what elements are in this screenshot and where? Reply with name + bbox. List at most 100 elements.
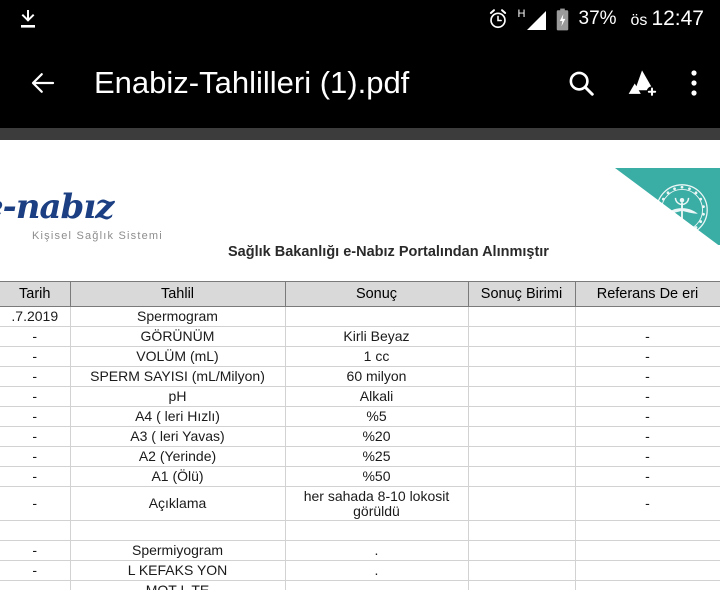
cell-referans [574, 520, 720, 541]
table-row: -L KEFAKS YON. [0, 560, 720, 581]
network-type-label: H [517, 8, 526, 20]
cell-sonuc: %50 [284, 466, 469, 487]
cell-referans [574, 540, 720, 561]
cell-tarih: - [0, 386, 71, 407]
table-row: - A2 (Yerinde) %25- [0, 446, 720, 467]
portal-source-note: Sağlık Bakanlığı e-Nabız Portalından Alı… [228, 244, 549, 260]
table-row: - MOT L TE. - [0, 580, 720, 590]
status-bar-clock: ös 12:47 [631, 7, 704, 31]
cell-sonuc-birimi [467, 386, 576, 407]
cell-sonuc-birimi [467, 426, 576, 447]
cell-sonuc: . [284, 560, 469, 581]
am-pm-label: ös [630, 12, 648, 29]
cell-referans: - [574, 406, 720, 427]
cell-referans: - [574, 366, 720, 387]
cell-sonuc: her sahada 8-10 lokosit görüldü [284, 486, 469, 521]
table-row: - A1 (Ölü) %50- [0, 466, 720, 487]
cell-tarih: - [0, 446, 71, 467]
table-row: - VOLÜM (mL) 1 cc - [0, 346, 720, 367]
table-row: .7.2019 Spermogram [0, 306, 720, 327]
search-icon [569, 71, 594, 96]
table-row: - A4 ( leri Hızlı) %5- [0, 406, 720, 427]
cell-tarih: - [0, 426, 71, 447]
cell-sonuc-birimi [467, 406, 576, 427]
cell-sonuc: Alkali [284, 386, 469, 407]
overflow-menu-button[interactable] [690, 68, 698, 98]
android-status-bar: H 37% ös 12:47 [0, 0, 720, 38]
table-row: - A3 ( leri Yavas) %20- [0, 426, 720, 447]
ministry-banner [590, 140, 720, 245]
cell-referans: - [574, 386, 720, 407]
column-header-referans: Referans De eri [575, 281, 720, 307]
cell-referans: - [574, 580, 720, 590]
clock-time: 12:47 [651, 7, 704, 30]
cell-sonuc-birimi [467, 306, 576, 327]
column-header-sonuc-birimi: Sonuç Birimi [468, 281, 576, 307]
add-to-drive-button[interactable] [626, 68, 660, 98]
alarm-clock-icon [489, 9, 506, 29]
cell-sonuc-birimi [467, 540, 576, 561]
cell-tarih: - [0, 486, 71, 521]
battery-charging-icon [556, 8, 568, 30]
cell-sonuc-birimi [467, 346, 576, 367]
back-arrow-icon[interactable] [28, 68, 58, 98]
add-to-drive-icon [628, 70, 658, 98]
table-header-row: Tarih Tahlil Sonuç Sonuç Birimi Referans… [0, 281, 720, 307]
cell-sonuc-birimi [467, 466, 576, 487]
cell-tahlil: SPERM SAYISI (mL/Milyon) [69, 366, 286, 387]
cell-tarih: .7.2019 [0, 306, 71, 327]
overflow-menu-icon [691, 70, 697, 96]
cell-sonuc [284, 520, 469, 541]
cell-referans: - [574, 486, 720, 521]
logo-text: e-nabız [0, 187, 114, 227]
page-title: Enabiz-Tahlilleri (1).pdf [94, 65, 410, 100]
cell-tahlil [69, 520, 286, 541]
cell-tahlil: MOT L TE [69, 580, 286, 590]
cell-tarih: - [0, 406, 71, 427]
cell-sonuc-birimi [467, 486, 576, 521]
cell-tarih [0, 520, 71, 541]
cell-tarih: - [0, 366, 71, 387]
table-row: - SPERM SAYISI (mL/Milyon) 60 milyon - [0, 366, 720, 387]
lab-results-table: Tarih Tahlil Sonuç Sonuç Birimi Referans… [0, 281, 720, 590]
cell-sonuc-birimi [467, 366, 576, 387]
cell-tarih: - [0, 346, 71, 367]
pdf-page-content[interactable]: e-nabız Kişisel Sağlık Sistemi Sağlık Ba… [0, 140, 720, 590]
cell-tahlil: A1 (Ölü) [69, 466, 286, 487]
cell-tarih: - [0, 560, 71, 581]
cell-sonuc-birimi [467, 326, 576, 347]
cell-sonuc-birimi [467, 520, 576, 541]
download-complete-icon [21, 10, 35, 28]
cell-tahlil: A3 ( leri Yavas) [69, 426, 286, 447]
cell-sonuc: %20 [284, 426, 469, 447]
search-button[interactable] [566, 68, 596, 98]
cell-sonuc: %5 [284, 406, 469, 427]
cell-sonuc: . [284, 580, 469, 590]
cell-sonuc: . [284, 540, 469, 561]
logo-wordmark-row: e-nabız [0, 188, 176, 232]
cell-tarih: - [0, 326, 71, 347]
cell-tahlil: A2 (Yerinde) [69, 446, 286, 467]
cell-referans: - [574, 446, 720, 467]
cell-sonuc: 1 cc [284, 346, 469, 367]
cell-tahlil: L KEFAKS YON [69, 560, 286, 581]
cell-sonuc-birimi [467, 580, 576, 590]
cell-referans: - [574, 466, 720, 487]
cell-tahlil: VOLÜM (mL) [69, 346, 286, 367]
cell-sonuc [284, 306, 469, 327]
column-header-tarih: Tarih [0, 281, 71, 307]
cell-referans [574, 306, 720, 327]
cell-referans: - [574, 426, 720, 447]
cell-sonuc: %25 [284, 446, 469, 467]
app-bar: Enabiz-Tahlilleri (1).pdf [0, 38, 720, 128]
table-body: .7.2019 Spermogram - GÖRÜNÜM Kirli Beyaz - - VO… [0, 306, 720, 590]
cell-sonuc: Kirli Beyaz [284, 326, 469, 347]
table-row: - Açıklama her sahada 8-10 lokosit görüldü… [0, 486, 720, 521]
cell-tahlil: Spermogram [69, 306, 286, 327]
cell-referans: - [574, 346, 720, 367]
e-nabiz-logo: e-nabız Kişisel Sağlık Sistemi [0, 188, 176, 242]
cell-tarih: - [0, 466, 71, 487]
signal-triangle [526, 11, 546, 30]
toolbar-divider [0, 128, 720, 140]
cell-tahlil: Açıklama [69, 486, 286, 521]
